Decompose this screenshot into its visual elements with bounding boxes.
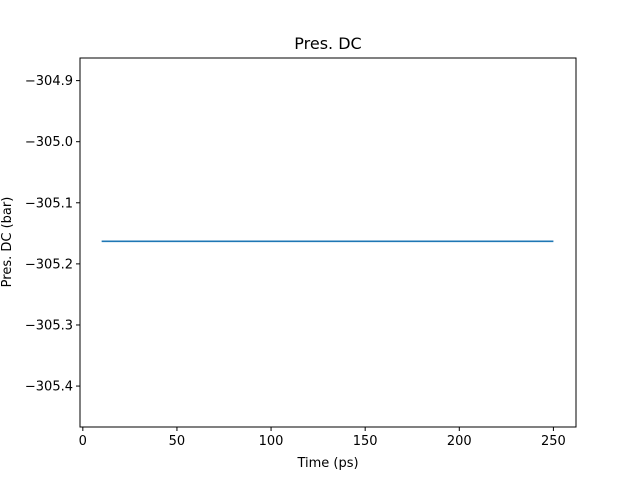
y-axis-label: Pres. DC (bar) [0, 197, 15, 288]
x-tick-label: 150 [353, 434, 378, 449]
y-tick-label: −305.2 [25, 257, 73, 272]
y-tick-label: −305.4 [25, 380, 73, 395]
x-tick-label: 50 [169, 434, 186, 449]
y-axis: −304.9 −305.0 −305.1 −305.2 −305.3 −305.4 [25, 74, 80, 395]
y-tick-label: −305.1 [25, 196, 73, 211]
x-axis-label: Time (ps) [296, 456, 358, 471]
axes-frame [79, 57, 577, 428]
y-tick-label: −305.0 [25, 135, 73, 150]
y-tick-label: −304.9 [25, 74, 73, 89]
chart-title: Pres. DC [294, 34, 361, 53]
x-tick-label: 0 [79, 434, 87, 449]
x-tick-label: 100 [259, 434, 284, 449]
x-tick-label: 250 [541, 434, 566, 449]
x-tick-label: 200 [447, 434, 472, 449]
x-axis: 0 50 100 150 200 250 [79, 427, 566, 449]
y-tick-label: −305.3 [25, 318, 73, 333]
